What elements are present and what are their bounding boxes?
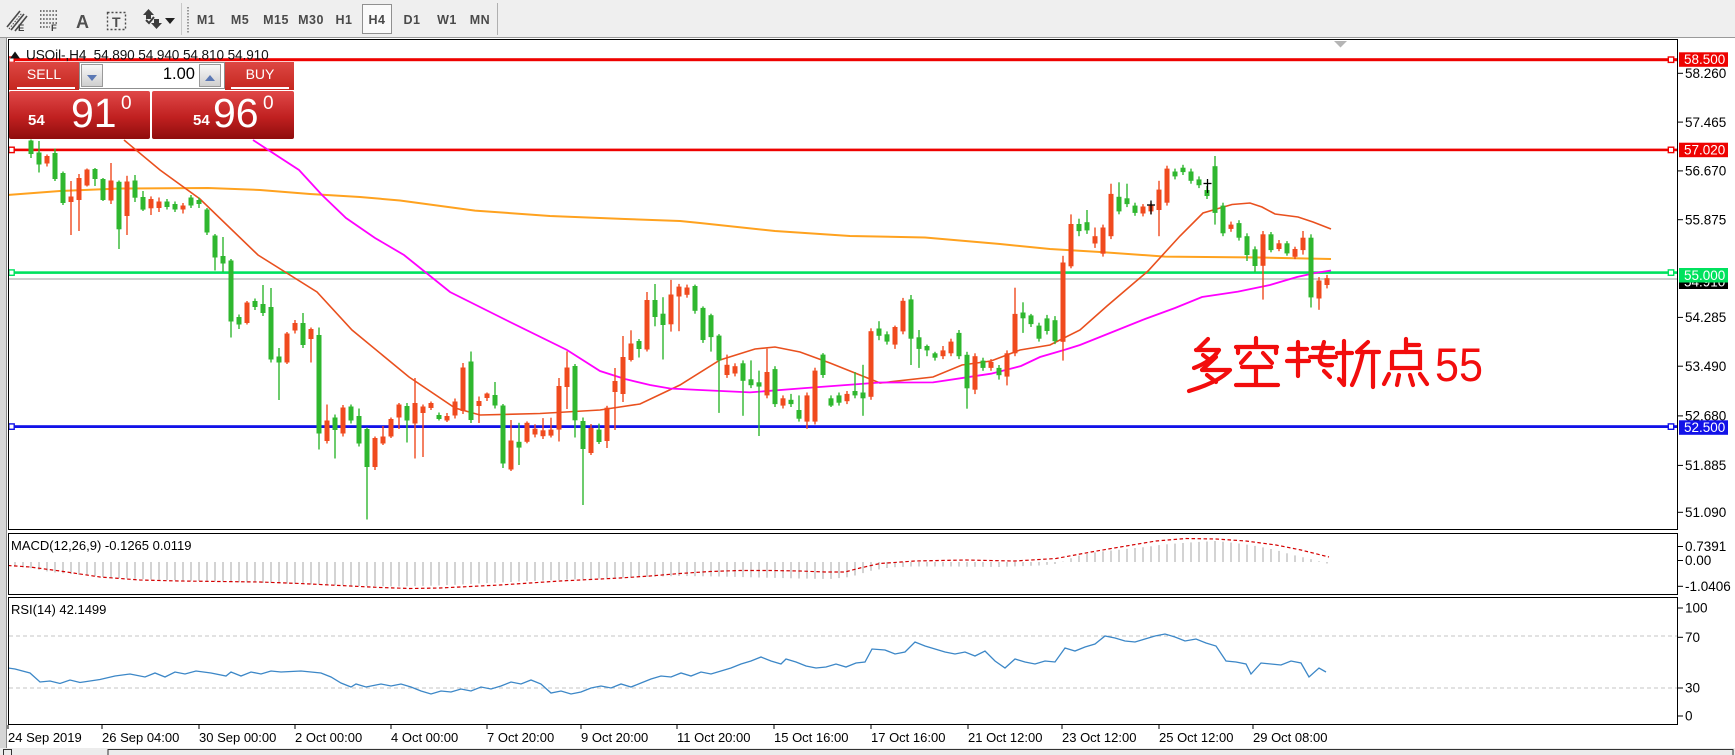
svg-text:58.260: 58.260 xyxy=(1685,66,1726,81)
svg-text:55.875: 55.875 xyxy=(1685,212,1726,227)
svg-text:W1: W1 xyxy=(437,13,457,27)
svg-text:M5: M5 xyxy=(231,13,249,27)
svg-text:USOil-,H4 54.890 54.940 54.81: USOil-,H4 54.890 54.940 54.810 54.910 xyxy=(26,48,269,63)
svg-text:-1.0406: -1.0406 xyxy=(1685,579,1731,594)
svg-text:0.7391: 0.7391 xyxy=(1685,539,1726,554)
svg-text:2 Oct 00:00: 2 Oct 00:00 xyxy=(295,730,362,745)
svg-text:21 Oct 12:00: 21 Oct 12:00 xyxy=(968,730,1042,745)
svg-text:M1: M1 xyxy=(197,13,215,27)
svg-text:30: 30 xyxy=(1685,681,1700,696)
svg-text:24 Sep 2019: 24 Sep 2019 xyxy=(8,730,82,745)
svg-text:55: 55 xyxy=(1435,338,1483,391)
svg-text:7 Oct 20:00: 7 Oct 20:00 xyxy=(487,730,554,745)
svg-text:57.465: 57.465 xyxy=(1685,115,1726,130)
svg-text:M30: M30 xyxy=(298,13,324,27)
svg-text:T: T xyxy=(112,14,121,30)
svg-text:52.680: 52.680 xyxy=(1685,409,1726,424)
svg-text:9 Oct 20:00: 9 Oct 20:00 xyxy=(581,730,648,745)
svg-text:A: A xyxy=(76,12,89,32)
svg-text:52.500: 52.500 xyxy=(1684,420,1725,435)
svg-text:55.000: 55.000 xyxy=(1684,268,1725,283)
svg-text:H4: H4 xyxy=(369,13,386,27)
svg-text:51.885: 51.885 xyxy=(1685,458,1726,473)
svg-text:RSI(14) 42.1499: RSI(14) 42.1499 xyxy=(11,602,106,617)
svg-text:15 Oct 16:00: 15 Oct 16:00 xyxy=(774,730,848,745)
svg-text:0: 0 xyxy=(1685,709,1693,724)
svg-text:H1: H1 xyxy=(336,13,353,27)
svg-text:11 Oct 20:00: 11 Oct 20:00 xyxy=(677,730,750,745)
svg-text:E: E xyxy=(18,23,24,34)
svg-text:D1: D1 xyxy=(404,13,421,27)
svg-text:MACD(12,26,9) -0.1265 0.0119: MACD(12,26,9) -0.1265 0.0119 xyxy=(11,538,191,553)
svg-text:26 Sep 04:00: 26 Sep 04:00 xyxy=(102,730,179,745)
svg-text:M15: M15 xyxy=(263,13,289,27)
svg-text:54.285: 54.285 xyxy=(1685,310,1726,325)
svg-text:58.500: 58.500 xyxy=(1684,52,1725,67)
svg-text:23 Oct 12:00: 23 Oct 12:00 xyxy=(1062,730,1136,745)
svg-text:70: 70 xyxy=(1685,630,1700,645)
svg-text:100: 100 xyxy=(1685,601,1708,616)
svg-text:53.490: 53.490 xyxy=(1685,359,1726,374)
svg-text:30 Sep 00:00: 30 Sep 00:00 xyxy=(199,730,276,745)
svg-text:56.670: 56.670 xyxy=(1685,164,1726,179)
svg-text:17 Oct 16:00: 17 Oct 16:00 xyxy=(871,730,945,745)
svg-text:0.00: 0.00 xyxy=(1685,553,1711,568)
svg-text:MN: MN xyxy=(470,13,490,27)
svg-text:F: F xyxy=(51,23,57,34)
svg-text:29 Oct 08:00: 29 Oct 08:00 xyxy=(1253,730,1327,745)
svg-text:51.090: 51.090 xyxy=(1685,505,1726,520)
svg-text:57.020: 57.020 xyxy=(1684,143,1725,158)
svg-text:25 Oct 12:00: 25 Oct 12:00 xyxy=(1159,730,1233,745)
svg-text:4 Oct 00:00: 4 Oct 00:00 xyxy=(391,730,458,745)
